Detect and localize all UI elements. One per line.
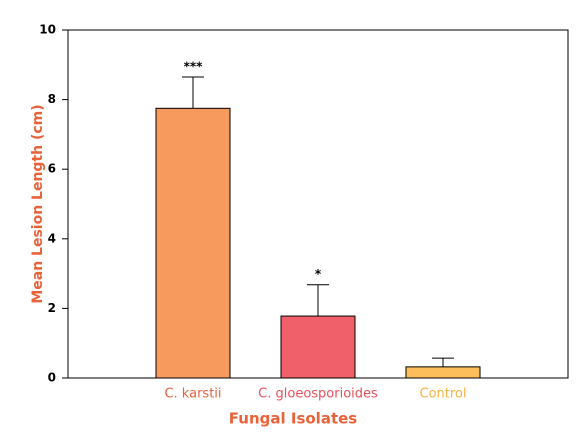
bar [405,366,481,379]
y-axis-title: Mean Lesion Length (cm) [30,104,46,303]
x-tick-label: Control [420,387,467,402]
significance-label: * [315,267,322,281]
bar [155,107,231,379]
bar [280,315,356,379]
x-tick-label: C. karstii [164,387,221,402]
x-axis-title: Fungal Isolates [229,410,358,428]
x-tick-label: C. gloeosporioides [258,387,378,402]
y-tick-label: 6 [48,162,56,176]
y-tick-label: 4 [48,231,56,245]
y-tick-label: 8 [48,92,56,106]
y-tick-label: 0 [48,371,56,385]
y-tick-label: 2 [48,301,56,315]
y-tick-label: 10 [39,23,56,37]
significance-label: *** [184,59,204,73]
